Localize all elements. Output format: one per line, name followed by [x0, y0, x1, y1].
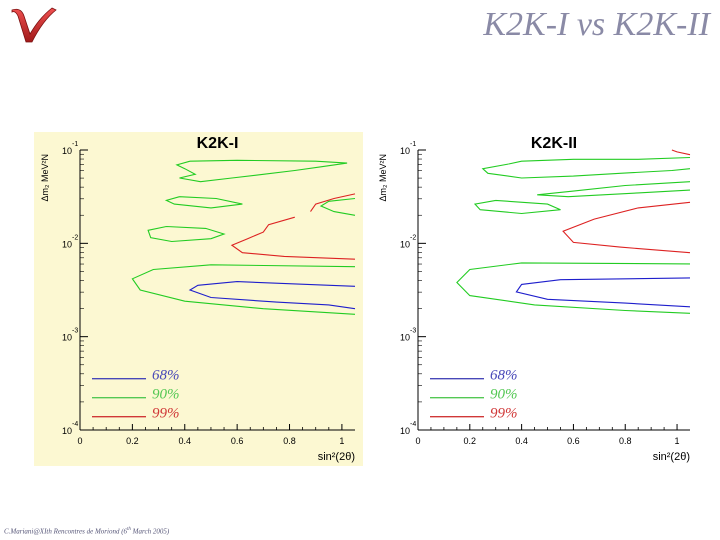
nu-logo: V — [11, 7, 57, 43]
y-tick-exponent: -1 — [410, 141, 416, 148]
contour-90 — [473, 199, 561, 215]
logo-letter: V — [23, 11, 26, 16]
y-tick-label: 10 — [400, 333, 410, 343]
y-tick-exponent: -2 — [72, 234, 78, 241]
contour-90 — [456, 262, 691, 314]
chart-title: K2K-II — [531, 135, 577, 152]
footer-sup: th — [127, 527, 131, 532]
x-axis-label: sin²(2θ) — [653, 451, 690, 463]
contour-90 — [537, 181, 691, 198]
contour-90 — [175, 159, 348, 183]
y-tick-exponent: -4 — [410, 421, 416, 428]
y-tick-label: 10 — [400, 426, 410, 436]
legend-label-68: 68% — [490, 368, 518, 384]
y-tick-exponent: -3 — [410, 328, 416, 335]
footer-tail: March 2005) — [130, 527, 170, 536]
y-axis-label: Δm₂ MeV²N — [378, 154, 388, 202]
x-tick-label: 0.6 — [567, 436, 580, 446]
x-tick-label: 0.4 — [515, 436, 528, 446]
x-tick-label: 0.4 — [179, 436, 192, 446]
plot-background — [372, 132, 698, 466]
legend-label-90: 90% — [152, 387, 180, 403]
x-tick-label: 0.6 — [231, 436, 244, 446]
chart-title: K2K-I — [197, 135, 239, 152]
footer-main: C.Mariani@XIth Rencontres de Moriond (6 — [4, 527, 128, 536]
x-tick-label: 0.2 — [126, 436, 139, 446]
x-tick-label: 1 — [339, 436, 344, 446]
footer-credit: C.Mariani@XIth Rencontres de Moriond (6t… — [4, 527, 169, 535]
y-tick-exponent: -1 — [72, 141, 78, 148]
y-tick-exponent: -2 — [410, 234, 416, 241]
legend-label-99: 99% — [490, 406, 518, 422]
y-tick-label: 10 — [62, 426, 72, 436]
x-tick-label: 0 — [415, 436, 420, 446]
contour-90 — [147, 225, 226, 243]
y-axis-label: Δm₂ MeV²N — [40, 154, 50, 202]
y-tick-exponent: -3 — [72, 328, 78, 335]
contour-68 — [188, 281, 356, 310]
contour-90 — [481, 163, 691, 179]
contour-90 — [508, 156, 691, 165]
contour-90 — [131, 264, 356, 315]
x-tick-label: 0.8 — [283, 436, 296, 446]
legend-label-90: 90% — [490, 387, 518, 403]
panel-k2k-2: K2K-II 0 0.2 0.4 0.6 0.8 1 10 -1 10 -2 10 -3 10 -4 sin²… — [372, 132, 698, 466]
panel-k2k-1: K2K-I 0 0.2 0.4 0.6 0.8 1 10 -1 10 -2 10 -3 10 -4 sin²(… — [34, 132, 363, 466]
k2k-1-chart: K2K-I0 0.2 0.4 0.6 0.8 110-110-210-310-4sin²(… — [34, 132, 363, 466]
contour-99 — [562, 201, 691, 254]
y-tick-label: 10 — [62, 239, 72, 249]
contour-90 — [164, 196, 243, 209]
y-tick-label: 10 — [62, 333, 72, 343]
y-tick-label: 10 — [400, 239, 410, 249]
x-tick-label: 0.2 — [464, 436, 477, 446]
slide-title: K2K-I vs K2K-II — [483, 6, 710, 43]
y-tick-exponent: -4 — [72, 421, 78, 428]
contour-90 — [319, 197, 356, 216]
x-tick-label: 1 — [675, 436, 680, 446]
x-tick-label: 0 — [77, 436, 82, 446]
k2k-2-chart: K2K-II0 0.2 0.4 0.6 0.8 110-110-210-310-4sin²… — [372, 132, 698, 466]
contour-99 — [310, 193, 356, 212]
plot-background — [34, 132, 363, 466]
legend-label-99: 99% — [152, 406, 180, 422]
x-axis-label: sin²(2θ) — [318, 451, 355, 463]
x-tick-label: 0.8 — [619, 436, 632, 446]
y-tick-label: 10 — [62, 146, 72, 156]
y-tick-label: 10 — [400, 146, 410, 156]
contour-99 — [230, 216, 356, 260]
legend-label-68: 68% — [152, 368, 180, 384]
contour-68 — [515, 277, 691, 308]
contour-99 — [671, 149, 691, 156]
